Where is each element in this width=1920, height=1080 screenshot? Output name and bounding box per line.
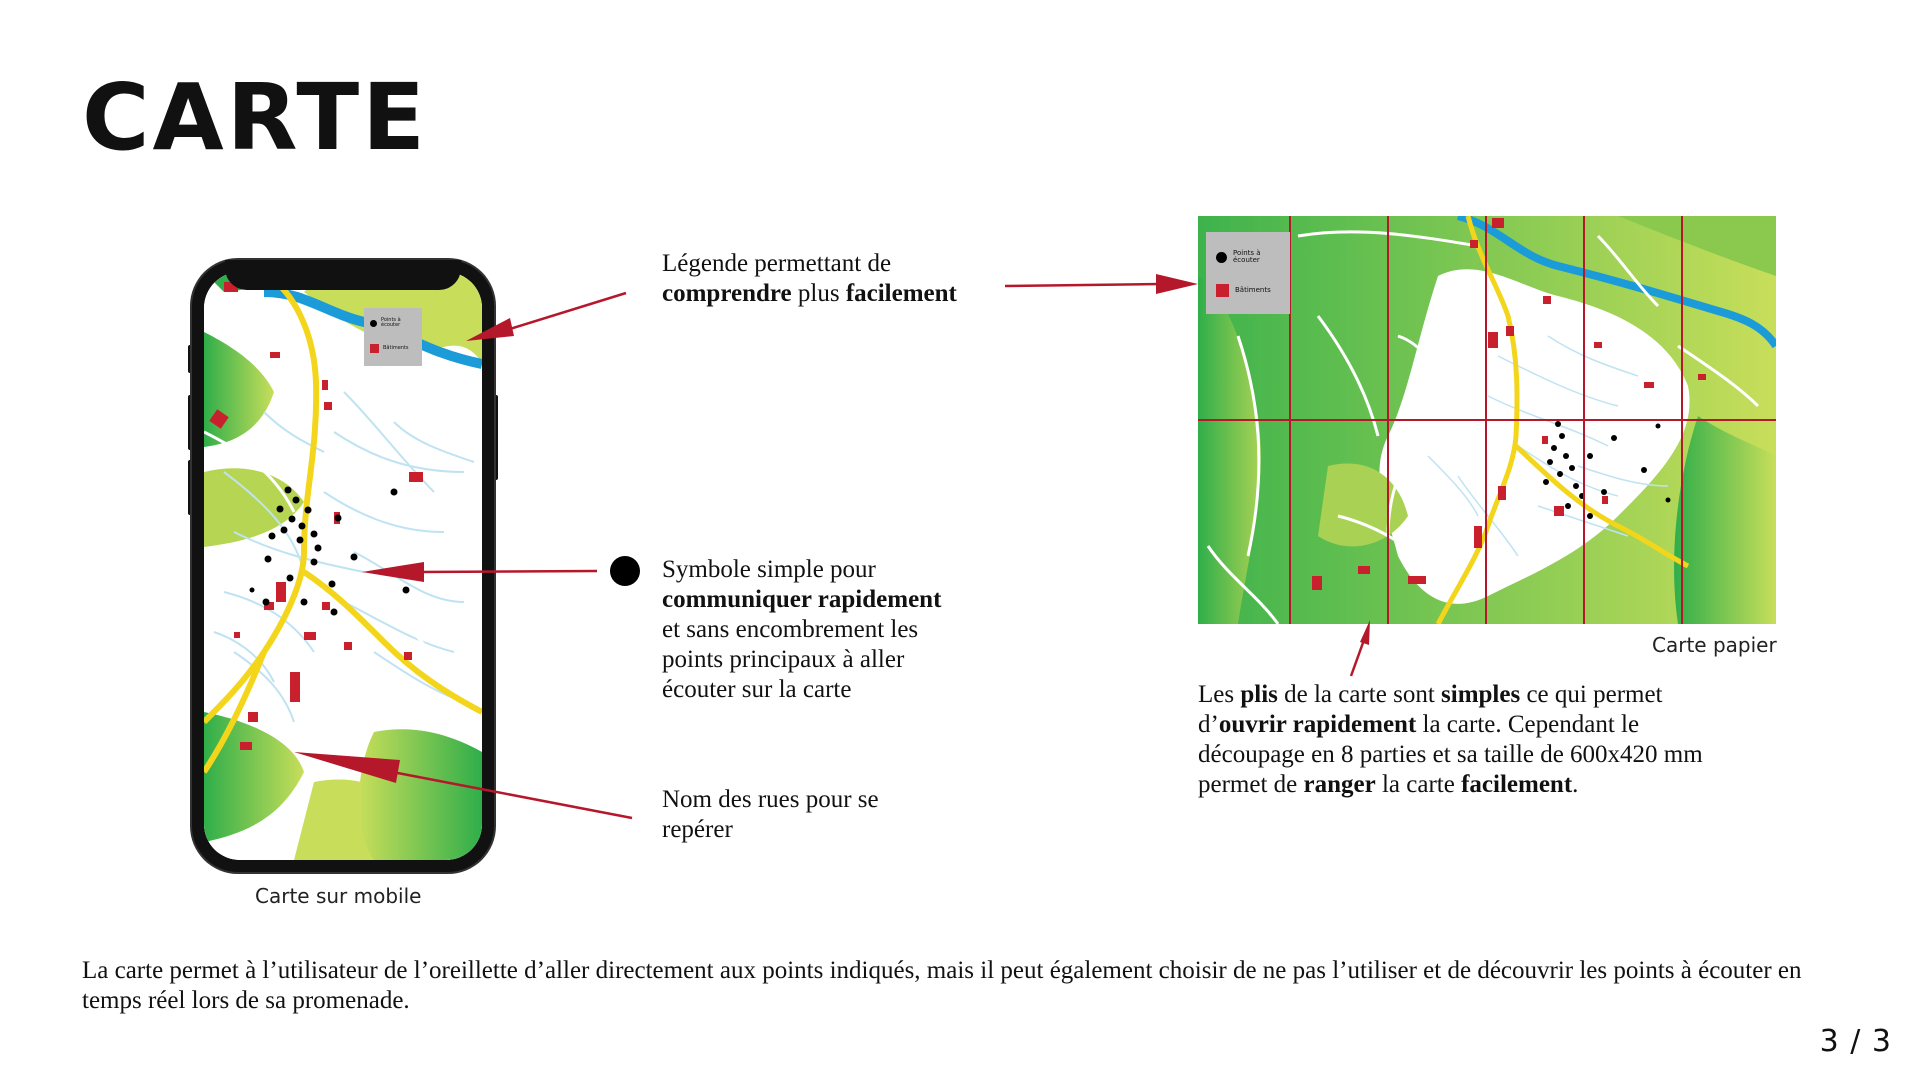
phone-notch	[225, 260, 461, 290]
white-roads	[1206, 230, 1760, 624]
legend-points-label: Points à écouter	[1233, 249, 1261, 265]
folds-note: Les plis de la carte sont simples ce qui…	[1198, 681, 1703, 798]
main-roads	[1435, 216, 1690, 624]
listening-points	[1543, 421, 1671, 519]
paper-map-legend: Points à écouter Bâtiments	[1206, 232, 1290, 314]
arrow-folds	[1349, 620, 1370, 677]
phone-side-button	[188, 460, 192, 515]
phone-side-button	[188, 395, 192, 450]
point-symbol-icon	[370, 319, 377, 327]
buildings	[209, 282, 423, 750]
green-area	[359, 729, 482, 860]
mobile-map-graphic	[204, 272, 482, 860]
fold-lines	[1198, 216, 1776, 624]
page-number: 3 / 3	[1819, 1024, 1892, 1059]
phone-side-button	[188, 345, 192, 373]
green-area	[1674, 416, 1776, 624]
symbol-note: Symbole simple pour communiquer rapideme…	[662, 556, 942, 703]
minor-streets	[213, 391, 475, 723]
mobile-map: Points à écouter Bâtiments	[204, 272, 482, 860]
point-symbol-icon	[1216, 251, 1227, 263]
arrow-legend-paper	[1004, 274, 1198, 294]
phone-mockup: Points à écouter Bâtiments	[192, 260, 494, 872]
paper-map-caption: Carte papier	[1652, 633, 1777, 657]
buildings	[1312, 218, 1706, 590]
green-area	[204, 712, 304, 842]
phone-side-button	[494, 395, 498, 480]
building-symbol-icon	[1216, 284, 1229, 297]
mobile-map-legend: Points à écouter Bâtiments	[364, 308, 422, 366]
paper-map: Points à écouter Bâtiments	[1198, 216, 1776, 624]
main-roads	[204, 272, 482, 774]
legend-points-label: Points à écouter	[381, 317, 401, 329]
building-symbol-icon	[370, 344, 379, 353]
legend-buildings-label: Bâtiments	[1235, 285, 1271, 294]
paper-map-graphic	[1198, 216, 1776, 624]
listening-points	[249, 486, 410, 616]
footer-paragraph: La carte permet à l’utilisateur de l’ore…	[82, 957, 1802, 1014]
mobile-map-caption: Carte sur mobile	[255, 884, 422, 908]
legend-note: Légende permettant de comprendre plus fa…	[662, 250, 957, 307]
river	[1456, 216, 1776, 349]
legend-buildings-label: Bâtiments	[383, 344, 409, 351]
point-symbol-icon	[610, 556, 640, 586]
streets-note: Nom des rues pour se repérer	[662, 786, 879, 843]
page-title: CARTE	[82, 64, 429, 171]
